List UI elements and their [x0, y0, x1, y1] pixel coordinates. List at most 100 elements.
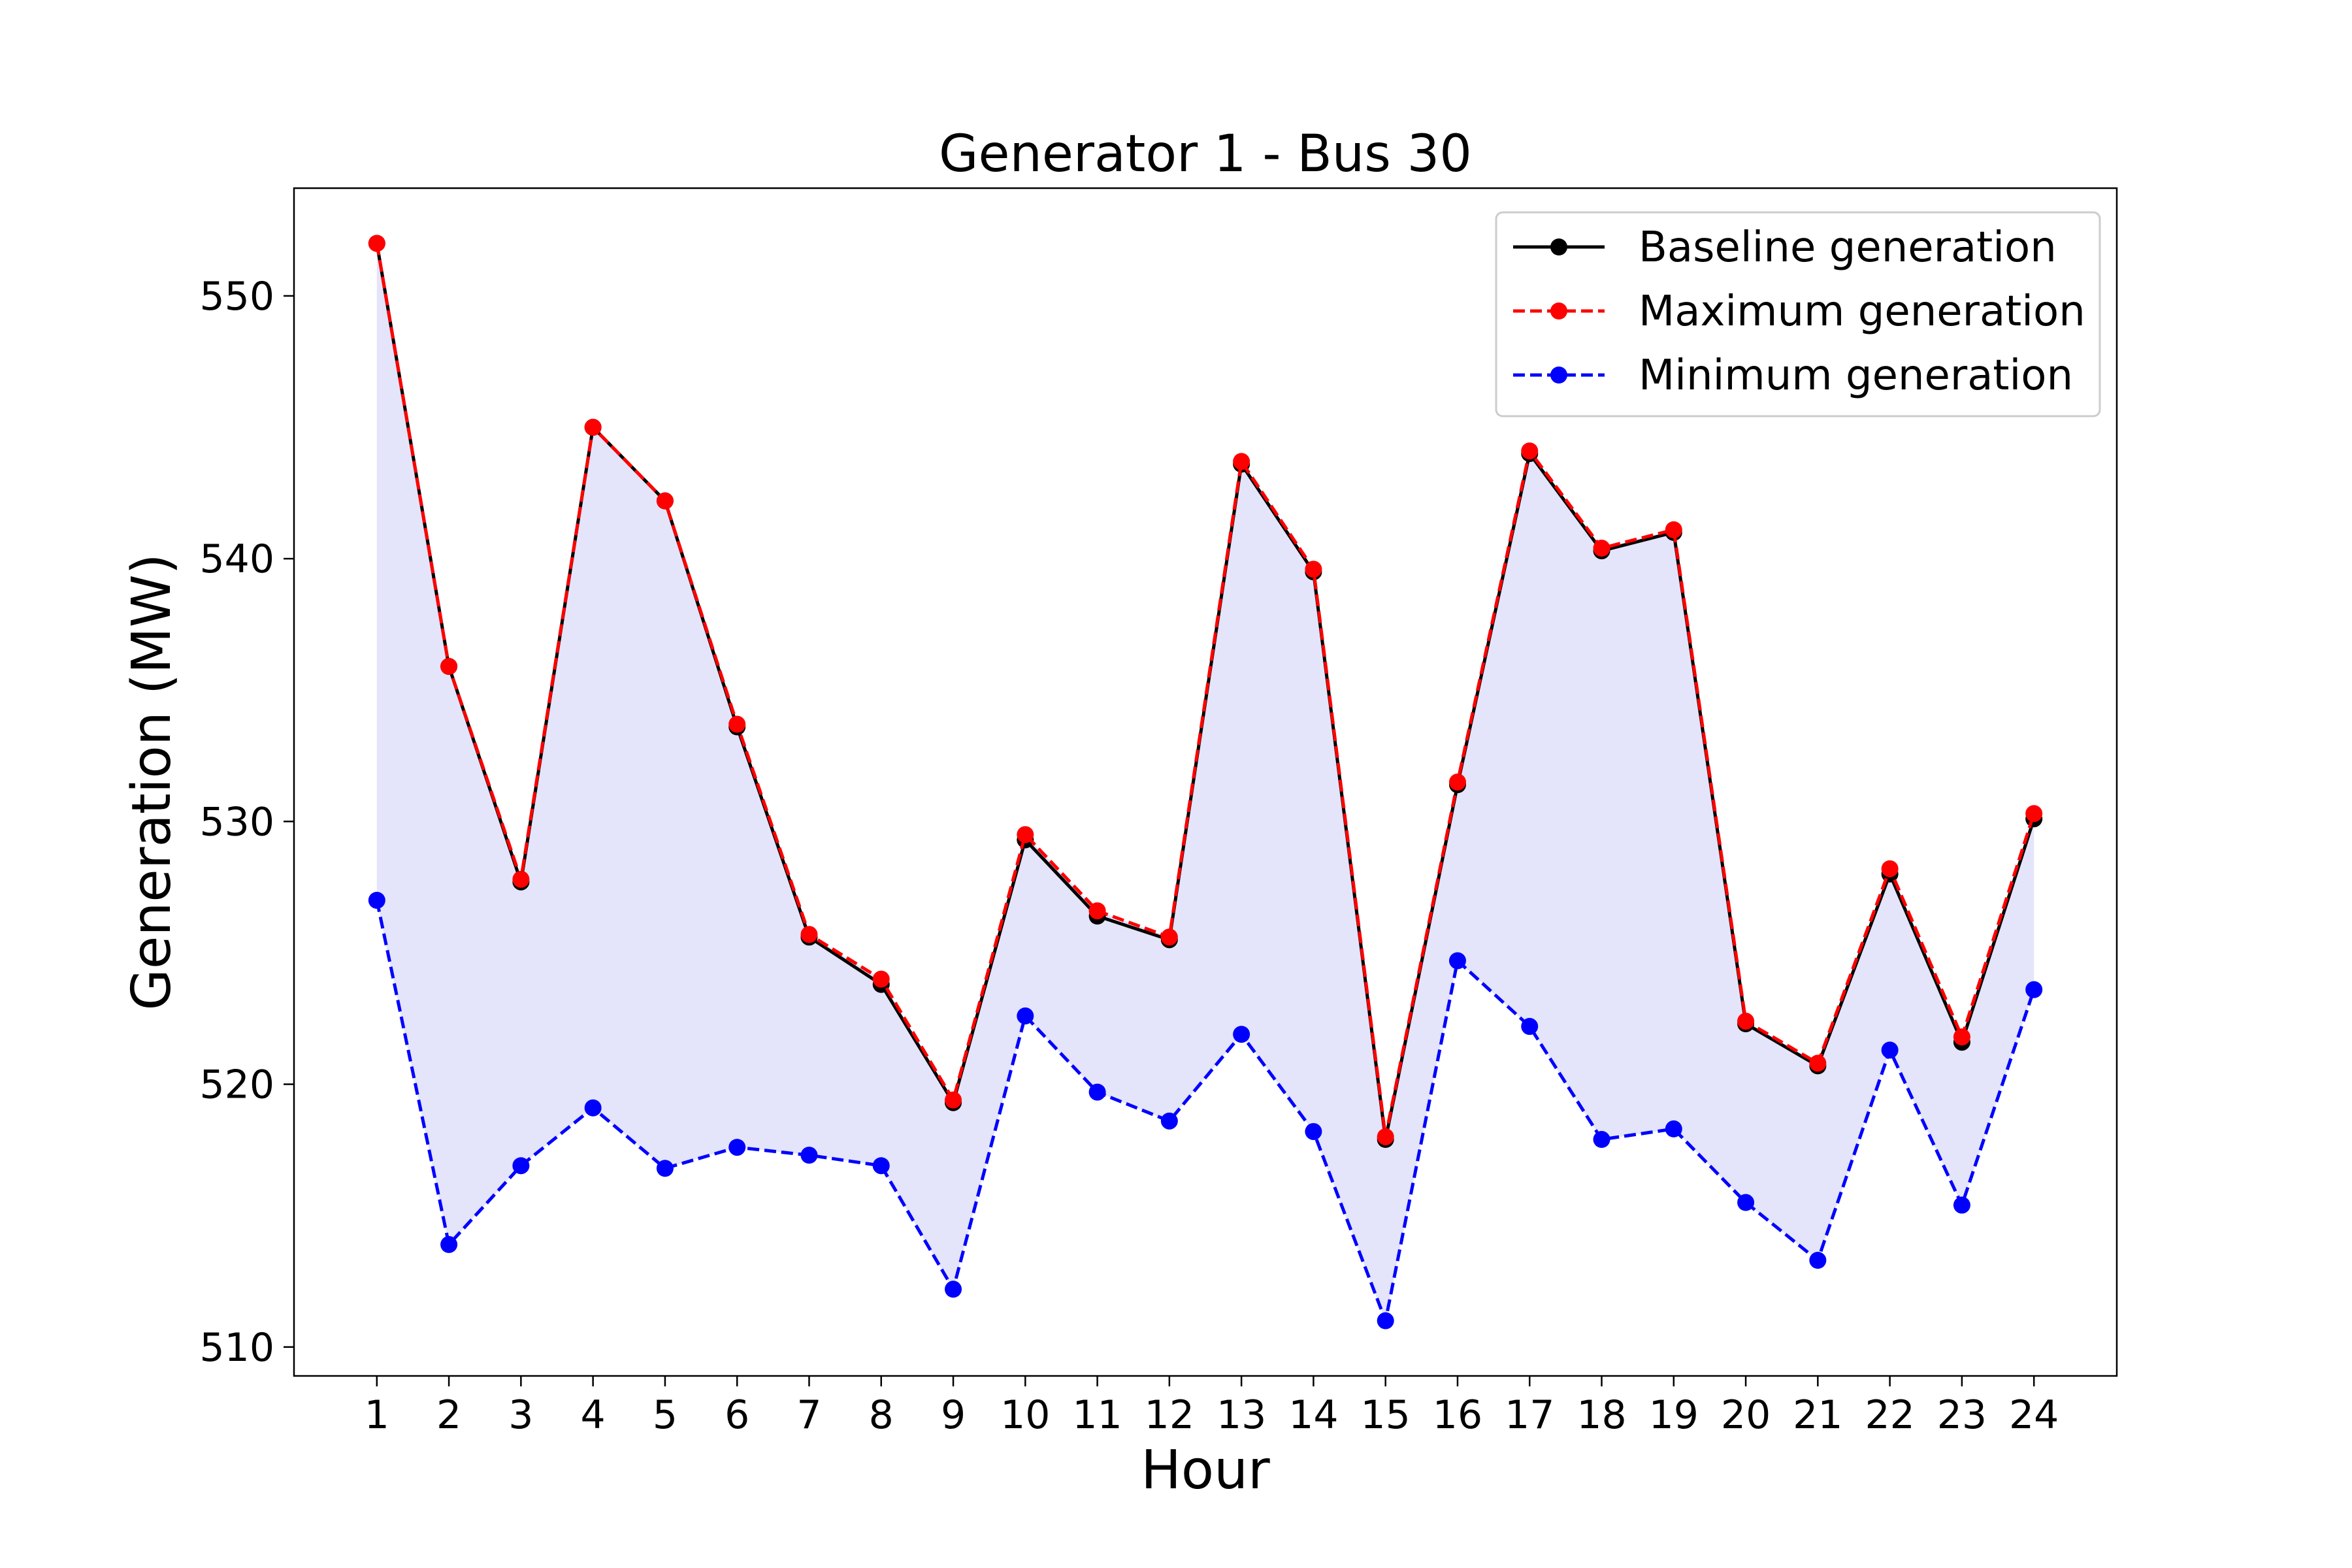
- data-point-minimum-generation: [800, 1147, 818, 1164]
- x-tick-label: 3: [508, 1392, 533, 1438]
- data-point-maximum-generation: [1017, 826, 1034, 843]
- x-tick-label: 14: [1288, 1392, 1338, 1438]
- y-tick-label: 550: [199, 274, 274, 319]
- legend-item-minimum-generation: Minimum generation: [1513, 351, 2073, 400]
- x-tick-label: 16: [1433, 1392, 1482, 1438]
- series-line-maximum-generation: [375, 243, 2036, 1137]
- x-tick-label: 6: [725, 1392, 749, 1438]
- data-point-maximum-generation: [1737, 1013, 1755, 1030]
- legend-swatch-marker: [1550, 367, 1567, 384]
- fill-between-polygon: [376, 243, 2034, 1321]
- data-point-minimum-generation: [945, 1281, 962, 1298]
- x-tick-label: 9: [941, 1392, 966, 1438]
- data-point-maximum-generation: [368, 235, 385, 252]
- y-axis-ticks: 510 520 530 540 550: [199, 274, 294, 1371]
- x-tick-label: 7: [796, 1392, 821, 1438]
- data-point-minimum-generation: [1521, 1018, 1539, 1036]
- data-point-maximum-generation: [1233, 453, 1250, 470]
- data-point-minimum-generation: [1953, 1196, 1970, 1214]
- y-tick-label: 530: [199, 799, 274, 845]
- data-point-minimum-generation: [512, 1157, 530, 1175]
- data-point-minimum-generation: [1448, 952, 1466, 970]
- data-point-maximum-generation: [1809, 1054, 1827, 1072]
- data-point-minimum-generation: [872, 1157, 890, 1175]
- legend: Baseline generation Maximum generation Min…: [1495, 211, 2101, 417]
- x-tick-label: 18: [1576, 1392, 1626, 1438]
- data-point-maximum-generation: [1521, 442, 1539, 460]
- x-tick-label: 21: [1793, 1392, 1842, 1438]
- data-point-minimum-generation: [1160, 1112, 1178, 1130]
- data-point-maximum-generation: [1305, 561, 1322, 578]
- legend-label: Baseline generation: [1639, 223, 2057, 272]
- data-point-minimum-generation: [1017, 1007, 1034, 1024]
- legend-label: Maximum generation: [1639, 287, 2085, 336]
- data-point-maximum-generation: [2025, 805, 2043, 823]
- x-tick-label: 15: [1361, 1392, 1411, 1438]
- y-tick-label: 520: [199, 1062, 274, 1108]
- data-point-minimum-generation: [1233, 1026, 1250, 1043]
- data-point-maximum-generation: [1377, 1128, 1394, 1145]
- data-point-minimum-generation: [1809, 1252, 1827, 1269]
- x-tick-label: 17: [1505, 1392, 1554, 1438]
- data-point-minimum-generation: [1737, 1194, 1755, 1211]
- legend-label: Minimum generation: [1639, 351, 2073, 400]
- data-point-maximum-generation: [728, 715, 746, 733]
- x-tick-label: 10: [1000, 1392, 1050, 1438]
- data-point-maximum-generation: [1881, 860, 1899, 877]
- x-tick-label: 20: [1721, 1392, 1771, 1438]
- data-point-maximum-generation: [872, 970, 890, 988]
- series-maximum-generation: [368, 235, 2043, 1145]
- data-point-maximum-generation: [1593, 540, 1610, 557]
- x-tick-label: 11: [1072, 1392, 1122, 1438]
- data-point-maximum-generation: [1665, 521, 1682, 538]
- data-point-maximum-generation: [800, 926, 818, 943]
- x-tick-label: 12: [1145, 1392, 1194, 1438]
- y-tick-label: 510: [199, 1325, 274, 1371]
- data-point-minimum-generation: [368, 891, 385, 909]
- data-point-minimum-generation: [1593, 1131, 1610, 1149]
- y-tick-label: 540: [199, 536, 274, 582]
- x-tick-label: 4: [581, 1392, 606, 1438]
- x-tick-label: 24: [2009, 1392, 2059, 1438]
- data-point-maximum-generation: [440, 658, 458, 676]
- data-point-maximum-generation: [584, 419, 602, 436]
- data-point-minimum-generation: [440, 1235, 458, 1253]
- series-line-minimum-generation: [375, 900, 2036, 1327]
- data-point-minimum-generation: [1881, 1041, 1899, 1059]
- legend-swatch-marker: [1550, 238, 1567, 255]
- legend-swatch-marker: [1550, 302, 1567, 319]
- data-point-minimum-generation: [1088, 1083, 1106, 1101]
- x-axis-ticks: 1 2 3 4 5 6 7 8 9 10 11 12 13 14 15 16 17 18 19 20 21 22 23 24: [365, 1376, 2059, 1438]
- fill-between-area: [376, 243, 2034, 1321]
- x-tick-label: 13: [1217, 1392, 1266, 1438]
- x-tick-label: 5: [653, 1392, 678, 1438]
- legend-item-baseline-generation: Baseline generation: [1513, 223, 2057, 272]
- data-point-minimum-generation: [1665, 1120, 1682, 1137]
- data-point-maximum-generation: [945, 1091, 962, 1109]
- x-tick-label: 19: [1649, 1392, 1699, 1438]
- x-axis-label: Hour: [1141, 1439, 1270, 1501]
- data-point-maximum-generation: [1448, 774, 1466, 791]
- data-point-maximum-generation: [1953, 1028, 1970, 1046]
- x-tick-label: 1: [365, 1392, 389, 1438]
- data-point-minimum-generation: [584, 1099, 602, 1117]
- series-minimum-generation: [368, 891, 2043, 1330]
- data-point-maximum-generation: [656, 492, 674, 510]
- x-tick-label: 23: [1937, 1392, 1987, 1438]
- data-point-minimum-generation: [1305, 1122, 1322, 1140]
- x-tick-label: 22: [1865, 1392, 1914, 1438]
- data-point-maximum-generation: [1160, 928, 1178, 946]
- data-point-minimum-generation: [656, 1160, 674, 1177]
- plot-frame: [293, 187, 2118, 1377]
- data-point-minimum-generation: [728, 1139, 746, 1156]
- data-point-maximum-generation: [512, 870, 530, 888]
- data-point-minimum-generation: [2025, 981, 2043, 998]
- series-layer: [368, 235, 2043, 1330]
- chart-title: Generator 1 - Bus 30: [939, 125, 1472, 184]
- y-axis-label: Generation (MW): [121, 553, 183, 1010]
- data-point-maximum-generation: [1088, 902, 1106, 920]
- x-tick-label: 8: [869, 1392, 894, 1438]
- x-tick-label: 2: [436, 1392, 461, 1438]
- data-point-minimum-generation: [1377, 1312, 1394, 1330]
